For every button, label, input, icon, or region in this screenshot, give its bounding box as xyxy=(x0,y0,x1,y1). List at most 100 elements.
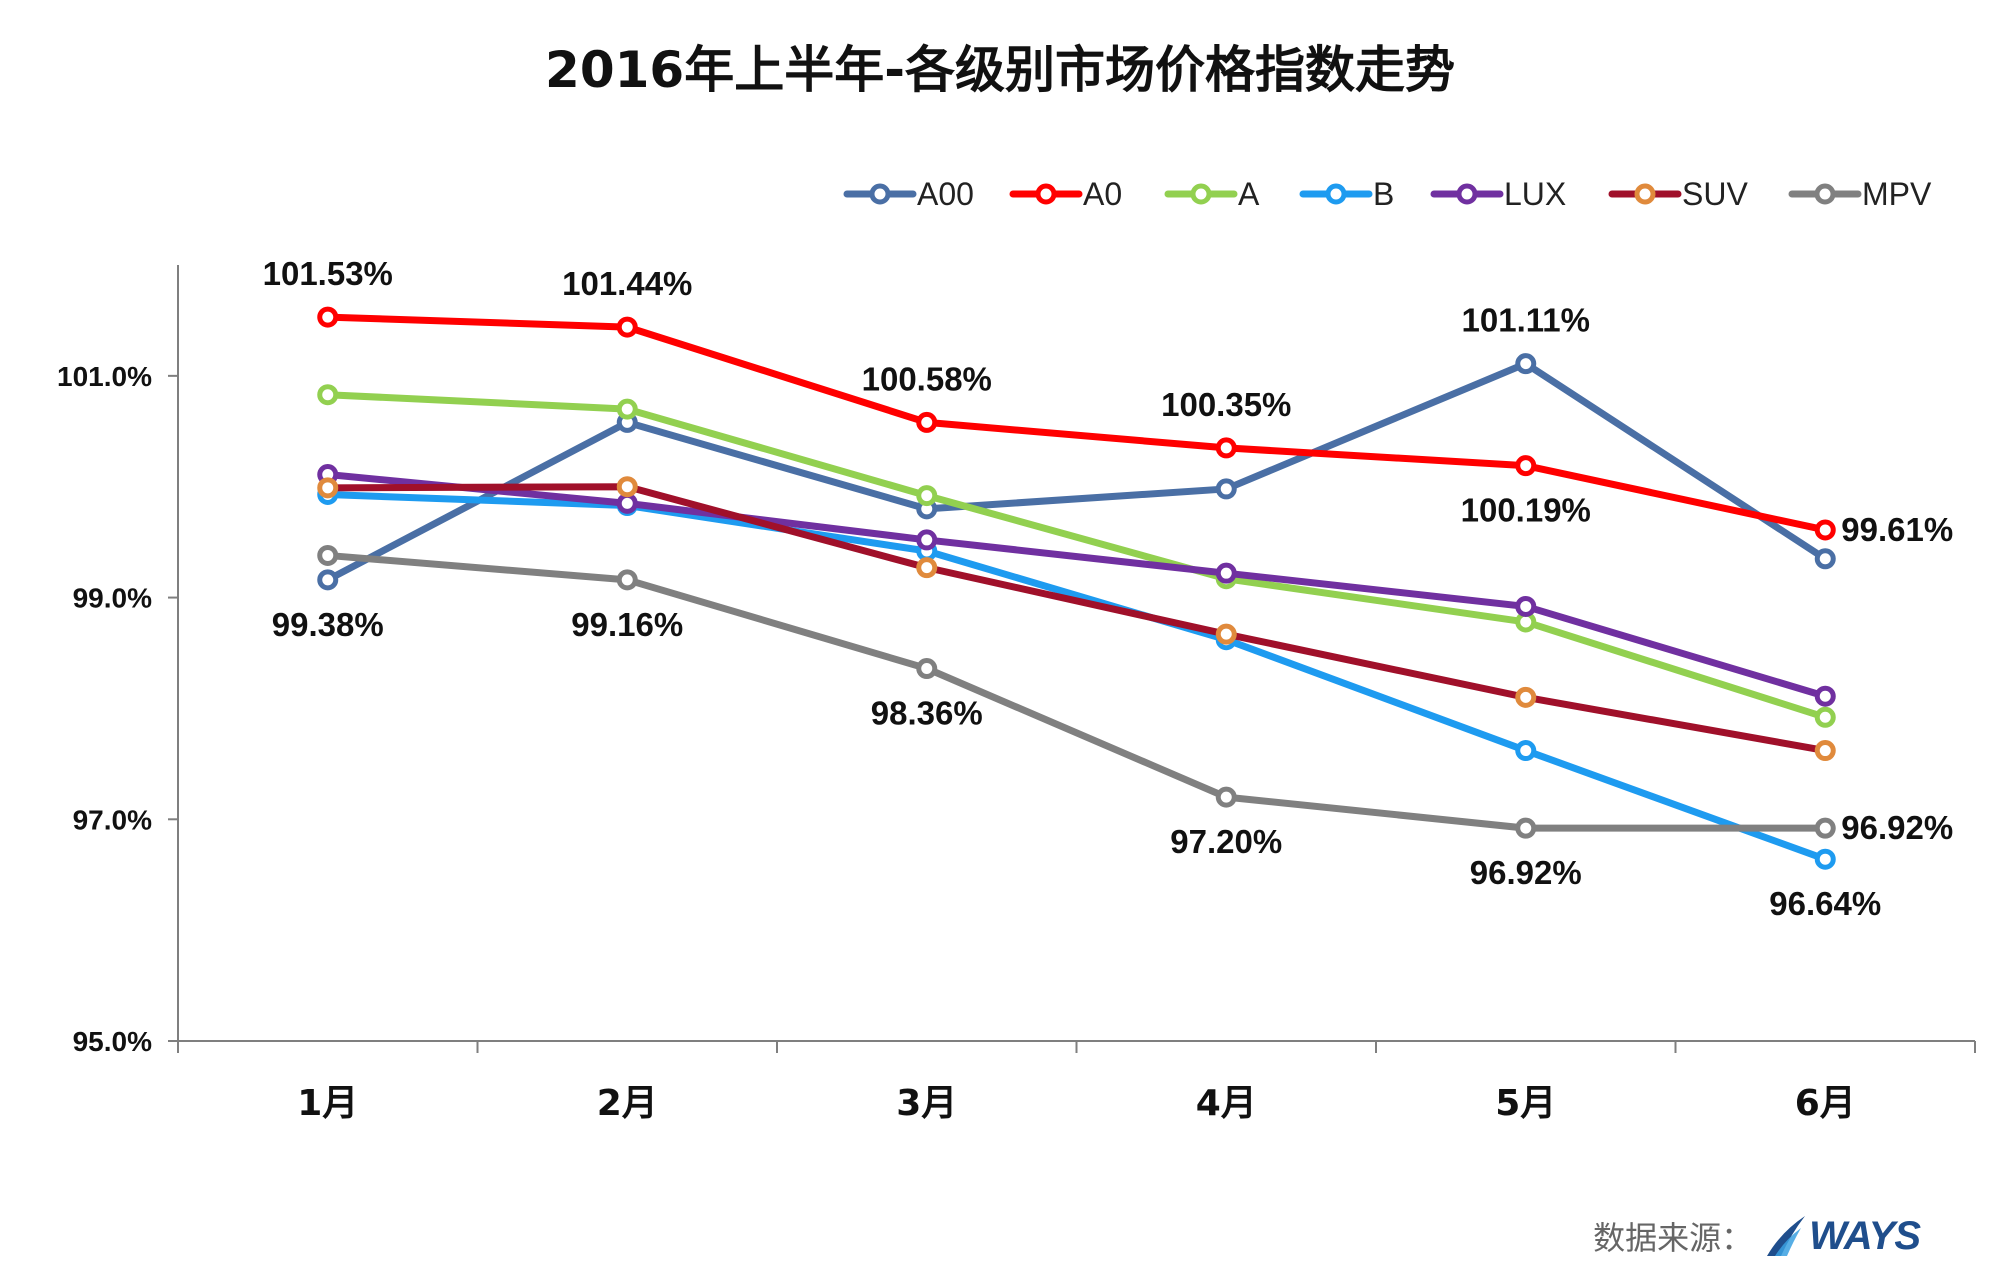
data-point xyxy=(317,306,339,328)
data-point xyxy=(1215,478,1237,500)
legend-item-mpv: MPV xyxy=(1788,176,1932,212)
data-point xyxy=(1215,437,1237,459)
y-tick-label: 101.0% xyxy=(57,361,152,392)
brand-name: WAYS xyxy=(1809,1213,1921,1258)
legend-label: B xyxy=(1373,176,1394,212)
data-point xyxy=(1814,519,1836,541)
data-label: 101.44% xyxy=(562,265,692,302)
data-label: 98.36% xyxy=(871,695,983,732)
series-a xyxy=(317,384,1836,728)
series-suv xyxy=(317,476,1836,762)
legend-item-a: A xyxy=(1164,176,1260,212)
data-point xyxy=(916,658,938,680)
series-line xyxy=(324,471,1829,700)
source-label: 数据来源： xyxy=(1593,1219,1754,1257)
y-tick-label: 97.0% xyxy=(73,804,152,835)
data-label: 96.92% xyxy=(1470,854,1582,891)
legend-label: SUV xyxy=(1682,176,1748,212)
x-tick-label: 5月 xyxy=(1495,1083,1556,1124)
ways-logo: WAYS xyxy=(1761,1212,1921,1260)
data-label: 99.38% xyxy=(272,606,384,643)
data-point xyxy=(916,529,938,551)
data-point xyxy=(317,384,339,406)
series-lines xyxy=(317,306,1836,870)
data-label: 96.92% xyxy=(1841,809,1953,846)
legend-marker xyxy=(1190,183,1212,205)
data-point xyxy=(616,476,638,498)
data-label: 101.11% xyxy=(1462,302,1590,339)
data-label: 99.16% xyxy=(571,606,683,643)
legend-marker xyxy=(1325,183,1347,205)
legend-item-a00: A00 xyxy=(843,176,974,212)
legend-marker xyxy=(1456,183,1478,205)
legend-marker xyxy=(1814,183,1836,205)
data-point xyxy=(616,398,638,420)
data-point xyxy=(1515,817,1537,839)
data-labels: 101.53% 101.44% 100.58% 100.35% 100.19% 99.61… xyxy=(263,255,1954,922)
series-line xyxy=(324,483,1829,755)
data-point xyxy=(1814,706,1836,728)
data-point xyxy=(1814,685,1836,707)
chart-axes xyxy=(177,265,1975,1042)
data-point xyxy=(616,316,638,338)
series-a0 xyxy=(317,306,1836,541)
data-point xyxy=(1515,740,1537,762)
ways-swoosh-icon xyxy=(1767,1216,1806,1256)
data-label: 96.64% xyxy=(1769,885,1881,922)
legend-marker xyxy=(1035,183,1057,205)
series-mpv xyxy=(317,544,1836,839)
legend-item-a0: A0 xyxy=(1009,176,1122,212)
legend-marker xyxy=(1634,183,1656,205)
source-note: 数据来源： WAYS xyxy=(1593,1212,1921,1260)
data-point xyxy=(317,569,339,591)
legend-item-suv: SUV xyxy=(1608,176,1748,212)
chart-title: 2016年上半年-各级别市场价格指数走势 xyxy=(545,41,1455,99)
y-tick-label: 95.0% xyxy=(73,1026,152,1057)
data-point xyxy=(1215,623,1237,645)
data-label: 97.20% xyxy=(1170,823,1282,860)
series-line xyxy=(324,360,1829,584)
data-label: 99.61% xyxy=(1841,511,1953,548)
data-point xyxy=(1215,562,1237,584)
series-line xyxy=(324,391,1829,721)
data-point xyxy=(1215,786,1237,808)
x-tick-label: 2月 xyxy=(597,1083,658,1124)
legend-label: LUX xyxy=(1504,176,1566,212)
legend-label: A00 xyxy=(917,176,974,212)
data-point xyxy=(1515,455,1537,477)
data-point xyxy=(1814,740,1836,762)
data-point xyxy=(1814,848,1836,870)
data-point xyxy=(317,477,339,499)
data-point xyxy=(616,492,638,514)
series-line xyxy=(324,551,1829,832)
data-point xyxy=(317,544,339,566)
data-point xyxy=(1814,817,1836,839)
legend-item-b: B xyxy=(1299,176,1394,212)
data-point xyxy=(1515,595,1537,617)
data-label: 101.53% xyxy=(263,255,393,292)
data-point xyxy=(1515,353,1537,375)
series-line xyxy=(324,313,1829,534)
data-point xyxy=(916,411,938,433)
y-axis-ticks: 95.0% 97.0% 99.0% 101.0% xyxy=(57,361,178,1057)
legend-label: MPV xyxy=(1862,176,1932,212)
data-point xyxy=(616,569,638,591)
legend-label: A0 xyxy=(1083,176,1122,212)
x-tick-label: 1月 xyxy=(297,1083,358,1124)
series-a00 xyxy=(317,353,1836,591)
data-point xyxy=(916,485,938,507)
data-point xyxy=(1515,686,1537,708)
x-tick-label: 3月 xyxy=(896,1083,957,1124)
legend: A00 A0 A B LUX SUV MPV xyxy=(843,176,1932,212)
y-tick-label: 99.0% xyxy=(73,583,152,614)
legend-item-lux: LUX xyxy=(1430,176,1566,212)
series-b xyxy=(317,483,1836,870)
data-point xyxy=(1814,548,1836,570)
x-axis-ticks: 1月 2月 3月 4月 5月 6月 xyxy=(177,1041,1976,1124)
legend-marker xyxy=(869,183,891,205)
x-tick-label: 6月 xyxy=(1795,1083,1856,1124)
data-label: 100.35% xyxy=(1161,386,1291,423)
series-line xyxy=(324,490,1829,863)
legend-label: A xyxy=(1238,176,1260,212)
data-label: 100.58% xyxy=(862,360,992,397)
